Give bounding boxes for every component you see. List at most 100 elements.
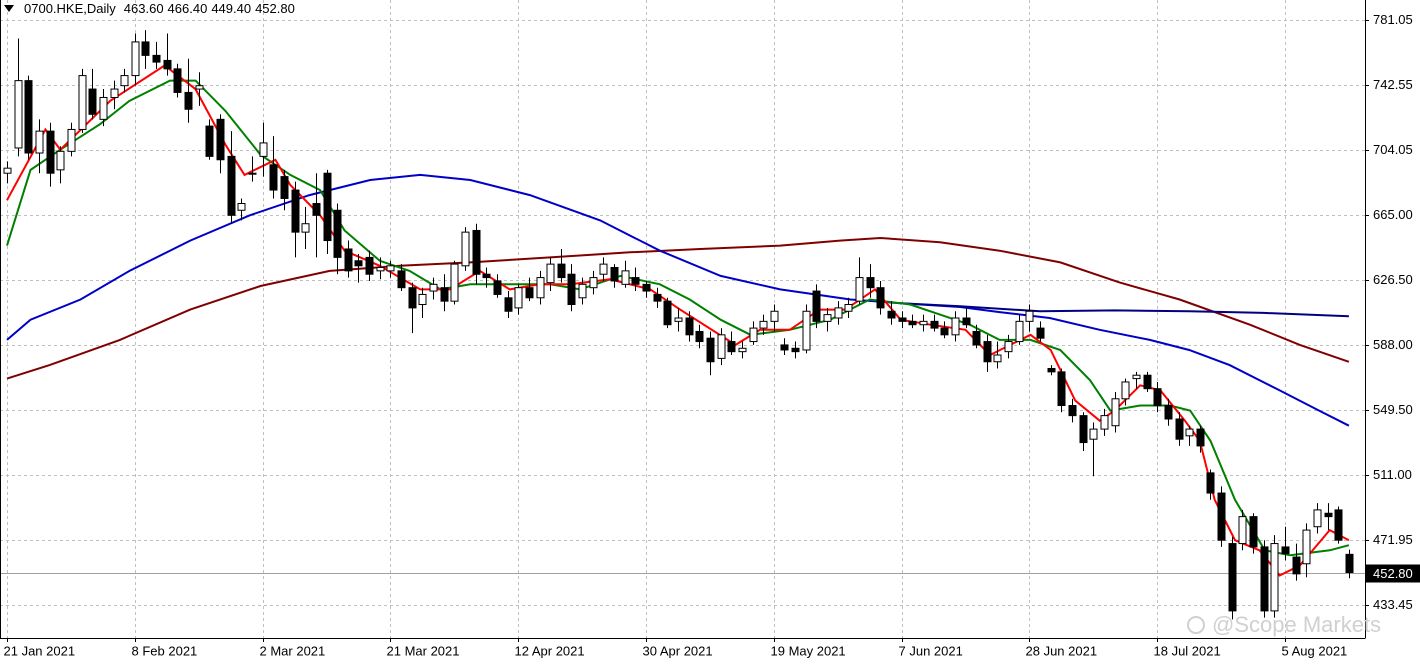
- candle-body: [610, 266, 619, 282]
- candle-body: [110, 88, 119, 98]
- candle-body: [1047, 367, 1056, 373]
- x-tick-label: 30 Apr 2021: [643, 643, 713, 658]
- candle-body: [1175, 418, 1184, 440]
- candle-body: [365, 256, 374, 275]
- candle-body: [834, 307, 843, 319]
- y-tick-label: 704.05: [1373, 142, 1413, 157]
- candle-body: [557, 263, 566, 279]
- candle-body: [1196, 428, 1205, 447]
- candle-body: [1302, 529, 1311, 565]
- candle-body: [567, 273, 576, 306]
- candle-body: [823, 314, 832, 322]
- candle-body: [631, 277, 640, 285]
- candle-body: [1228, 543, 1237, 612]
- y-tick-label: 588.00: [1373, 337, 1413, 352]
- candle-body: [663, 300, 672, 326]
- x-tick-label: 5 Aug 2021: [1282, 643, 1348, 658]
- candle-body: [131, 41, 140, 77]
- candle-body: [152, 54, 161, 63]
- x-tick-label: 19 May 2021: [771, 643, 846, 658]
- candle-body: [1068, 405, 1077, 417]
- candle-body: [1111, 398, 1120, 427]
- menu-triangle[interactable]: [4, 5, 14, 12]
- candle-body: [685, 317, 694, 336]
- moving-average-line: [6, 173, 1350, 427]
- y-tick-label: 471.95: [1373, 532, 1413, 547]
- candle-body: [972, 330, 981, 346]
- candle-body: [727, 341, 736, 353]
- candle-body: [1292, 556, 1301, 575]
- candle-body: [802, 310, 811, 351]
- candle-body: [1313, 509, 1322, 528]
- candle-body: [919, 320, 928, 326]
- symbol: 0700.HKE,Daily: [24, 1, 116, 16]
- candle-body: [56, 150, 65, 171]
- candle-body: [738, 347, 747, 353]
- moving-average-line: [6, 64, 1350, 577]
- candle-body: [962, 317, 971, 326]
- candle-body: [599, 263, 608, 275]
- candle-body: [216, 118, 225, 161]
- candle-body: [770, 310, 779, 322]
- candle-body: [78, 75, 87, 130]
- candle-body: [1036, 327, 1045, 339]
- candle-body: [930, 320, 939, 329]
- candle-body: [1164, 405, 1173, 420]
- candle-body: [791, 347, 800, 353]
- candle-body: [1089, 428, 1098, 440]
- candle-body: [1270, 543, 1279, 612]
- candle-body: [291, 189, 300, 233]
- y-tick-label: 742.55: [1373, 77, 1413, 92]
- watermark-icon: [1187, 616, 1205, 634]
- x-tick-label: 18 Jul 2021: [1154, 643, 1221, 658]
- candle-body: [237, 203, 246, 211]
- moving-average-line: [900, 302, 1349, 318]
- last-price-label: 452.80: [1373, 566, 1413, 581]
- candle-body: [344, 248, 353, 272]
- chart-title: 0700.HKE,Daily 463.60 466.40 449.40 452.80: [24, 1, 295, 16]
- candle-body: [205, 125, 214, 157]
- candle-body: [1132, 374, 1141, 380]
- candle-body: [333, 209, 342, 258]
- candle-body: [951, 317, 960, 336]
- candle-body: [269, 164, 278, 191]
- candle-body: [1324, 512, 1333, 518]
- candle-body: [780, 344, 789, 351]
- last-price-box: [1366, 564, 1420, 583]
- candle-body: [993, 354, 1002, 363]
- watermark: @Scope Markets: [1187, 612, 1381, 637]
- candle-body: [46, 130, 55, 174]
- y-tick-label: 433.45: [1373, 597, 1413, 612]
- candle-body: [24, 80, 33, 154]
- ohlc-high: 466.40: [168, 1, 208, 16]
- candle-body: [3, 167, 12, 174]
- x-tick-label: 21 Mar 2021: [387, 643, 460, 658]
- candle-body: [674, 317, 683, 322]
- candle-body: [408, 287, 417, 309]
- candle-body: [589, 277, 598, 289]
- candle-body: [578, 283, 587, 299]
- candle-body: [759, 320, 768, 329]
- candle-body: [482, 273, 491, 279]
- candle-body: [1217, 492, 1226, 541]
- candle-body: [1206, 472, 1215, 494]
- candle-body: [120, 75, 129, 87]
- candle-body: [418, 293, 427, 306]
- candle-body: [14, 80, 23, 149]
- candle-body: [141, 41, 150, 56]
- x-tick-label: 7 Jun 2021: [899, 643, 963, 658]
- candle-body: [386, 265, 395, 272]
- candle-body: [695, 330, 704, 343]
- candle-body: [1100, 415, 1109, 430]
- candle-body: [621, 270, 630, 285]
- candle-body: [440, 287, 449, 302]
- candle-body: [1015, 320, 1024, 343]
- candle-body: [898, 317, 907, 322]
- candle-body: [472, 229, 481, 275]
- candle-body: [1057, 371, 1066, 407]
- candle-body: [323, 172, 332, 242]
- candle-body: [653, 293, 662, 302]
- candle-body: [163, 59, 172, 70]
